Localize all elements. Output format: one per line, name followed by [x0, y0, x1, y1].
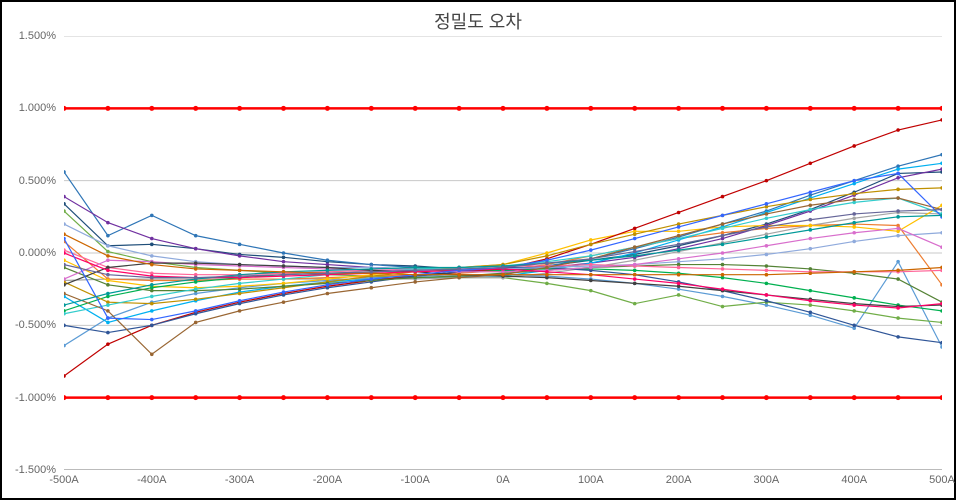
- yaxis-tick-label: -0.500%: [2, 319, 56, 331]
- chart-container: 정밀도 오차 -1.500% -1.000% -0.500% 0.000% 0.500%…: [0, 0, 956, 500]
- xaxis-tick-label: -200A: [313, 474, 342, 486]
- xaxis-tick-label: -500A: [49, 474, 78, 486]
- yaxis-tick-label: 1.000%: [2, 102, 56, 114]
- xaxis-tick-label: 300A: [754, 474, 780, 486]
- xaxis-tick-label: 100A: [578, 474, 604, 486]
- plot-area: [64, 36, 942, 470]
- xaxis-tick-label: 500A: [929, 474, 955, 486]
- yaxis-tick-label: 1.500%: [2, 30, 56, 42]
- yaxis-tick-label: -1.500%: [2, 464, 56, 476]
- xaxis-tick-label: 200A: [666, 474, 692, 486]
- xaxis-tick-label: 0A: [496, 474, 509, 486]
- xaxis-tick-label: -400A: [137, 474, 166, 486]
- chart-title: 정밀도 오차: [2, 8, 954, 34]
- xaxis-tick-label: 400A: [841, 474, 867, 486]
- yaxis-tick-label: 0.000%: [2, 247, 56, 259]
- yaxis-tick-label: -1.000%: [2, 392, 56, 404]
- yaxis-tick-label: 0.500%: [2, 175, 56, 187]
- xaxis-tick-label: -100A: [401, 474, 430, 486]
- xaxis-tick-label: -300A: [225, 474, 254, 486]
